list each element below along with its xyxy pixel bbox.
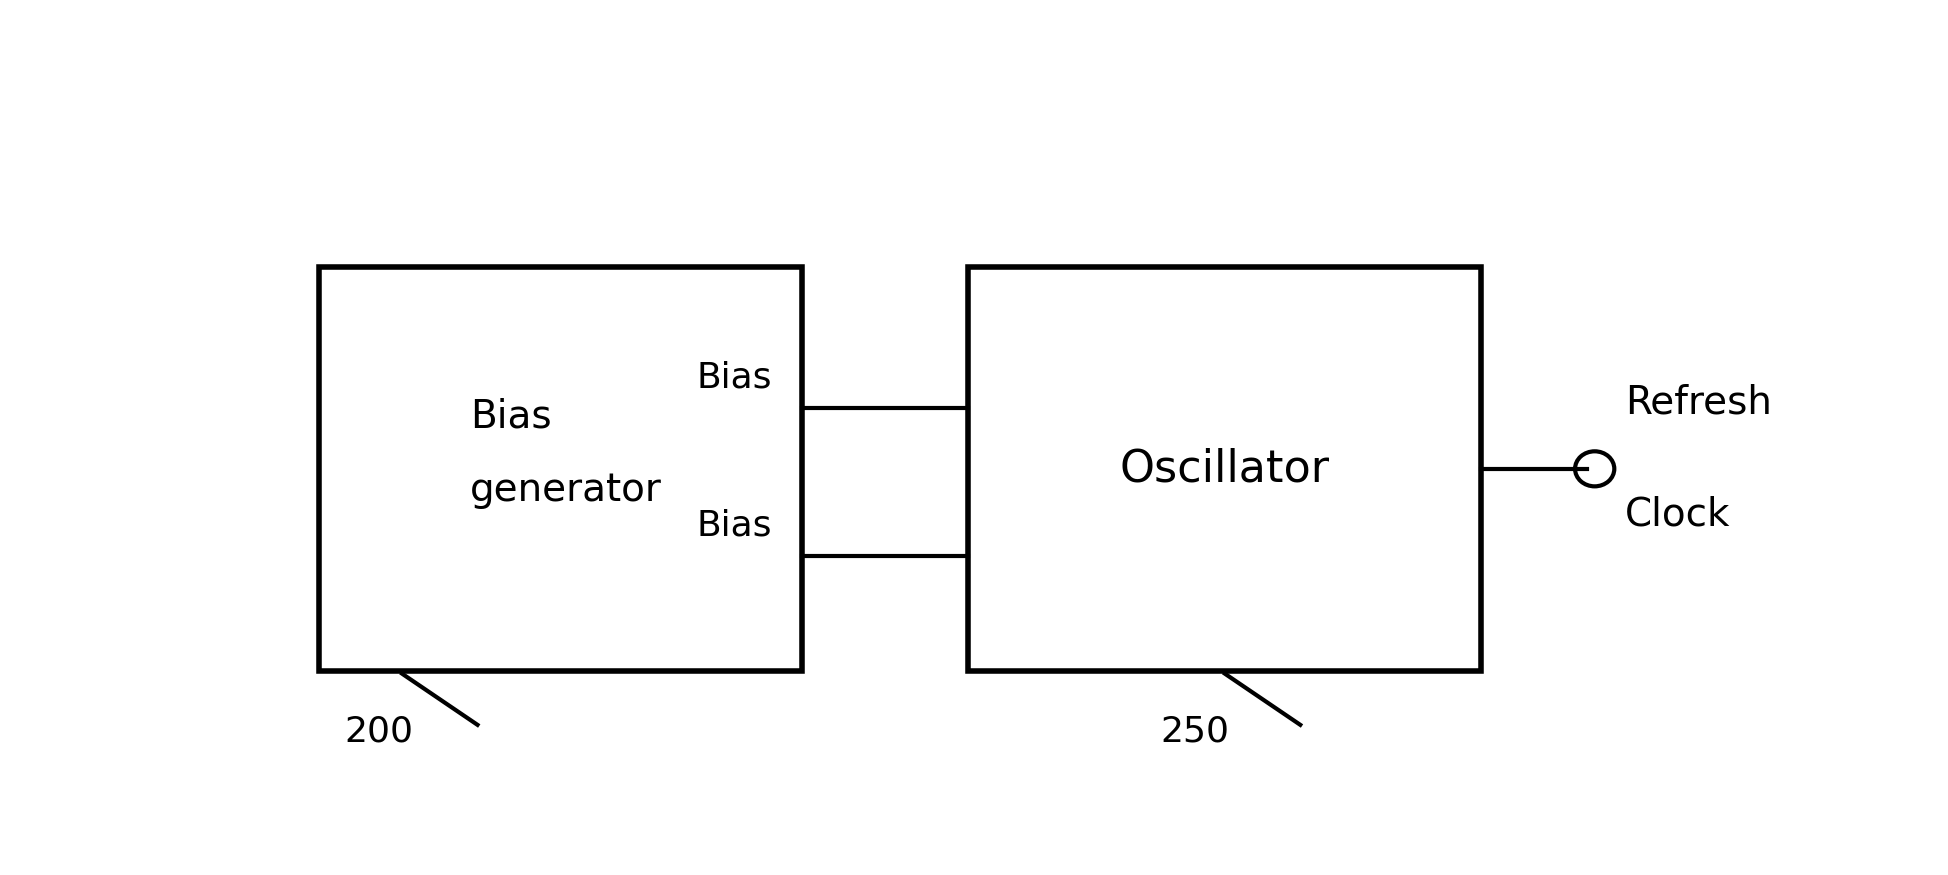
Bar (968, 267, 1480, 671)
Bar (319, 267, 803, 671)
Text: Bias: Bias (469, 397, 551, 435)
Text: 250: 250 (1161, 715, 1229, 749)
Text: Refresh: Refresh (1625, 383, 1773, 422)
Text: Oscillator: Oscillator (1120, 447, 1330, 490)
Text: Bias: Bias (695, 360, 771, 395)
Text: Bias: Bias (695, 509, 771, 542)
Text: 200: 200 (345, 715, 413, 749)
Text: Clock: Clock (1625, 496, 1730, 534)
Text: generator: generator (469, 472, 662, 509)
